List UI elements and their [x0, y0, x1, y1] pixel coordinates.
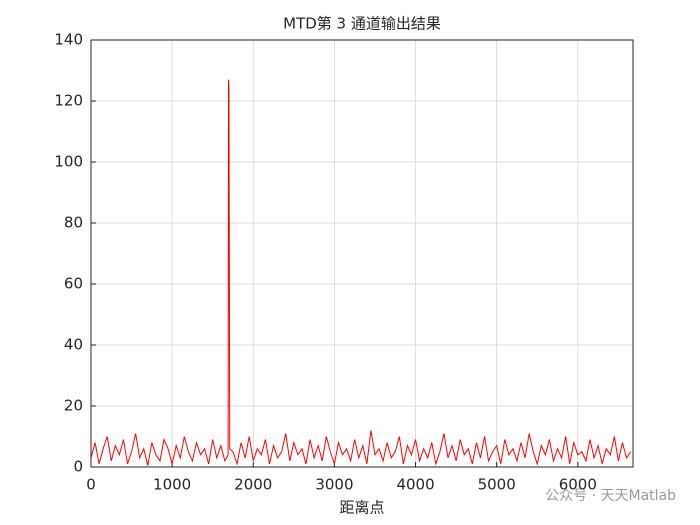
x-tick-label: 4000: [396, 476, 434, 494]
y-tick-label: 60: [64, 275, 83, 293]
data-line: [90, 79, 631, 466]
y-tick-label: 120: [54, 92, 83, 110]
y-tick-label: 20: [64, 397, 83, 415]
x-tick-label: 0: [86, 476, 96, 494]
plot-frame: [90, 39, 634, 468]
x-tick-label: 5000: [478, 476, 516, 494]
y-tick-label: 40: [64, 336, 83, 354]
x-tick-label: 6000: [559, 476, 597, 494]
y-tick-label: 140: [54, 31, 83, 49]
x-tick-label: 1000: [153, 476, 191, 494]
chart-title: MTD第 3 通道输出结果: [283, 15, 441, 33]
watermark: 公众号 · 天天Matlab: [545, 488, 676, 504]
x-axis-label: 距离点: [339, 499, 384, 517]
y-tick-label: 0: [73, 458, 83, 476]
x-tick-label: 3000: [315, 476, 353, 494]
x-tick-label: 2000: [234, 476, 272, 494]
y-tick-label: 80: [64, 214, 83, 232]
y-tick-label: 100: [54, 153, 83, 171]
